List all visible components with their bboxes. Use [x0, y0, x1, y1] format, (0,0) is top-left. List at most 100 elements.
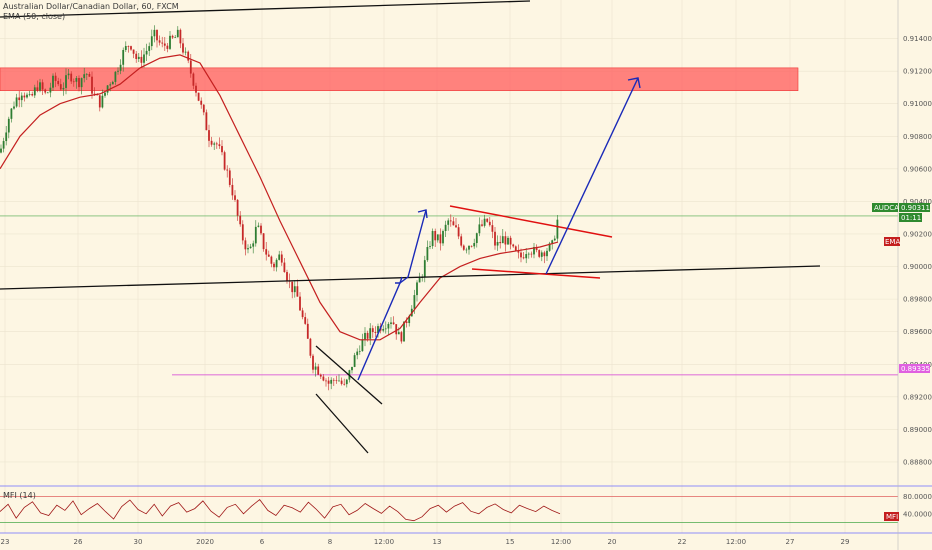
candle-body [535, 246, 538, 251]
candle-body [413, 295, 416, 309]
top-trendline [0, 0, 531, 18]
magenta-level-text: 0.89335 [901, 365, 930, 373]
candle-body [93, 93, 96, 95]
candle-body [392, 322, 395, 325]
candle-body [156, 29, 158, 41]
time-tick-label: 30 [134, 538, 143, 546]
candle-body [221, 146, 223, 153]
candle-body [522, 257, 525, 259]
candle-body [10, 108, 13, 119]
time-tick-label: 12:00 [726, 538, 746, 546]
candle-body [215, 143, 218, 145]
candle-body [330, 379, 333, 384]
last-price-tag: 0.90311 [899, 203, 930, 212]
candle-body [338, 380, 340, 382]
candle-body [283, 262, 286, 273]
candle-body [457, 227, 460, 237]
candle-body [104, 92, 106, 96]
candle-body [325, 380, 327, 382]
candle-body [275, 259, 278, 268]
candle-body [26, 94, 28, 98]
candle-body [59, 84, 62, 90]
candle-body [78, 78, 80, 88]
wedge-lower-line [315, 393, 369, 454]
candle-body [244, 240, 247, 250]
candle-body [483, 218, 486, 226]
candle-body [538, 250, 541, 257]
candle-body [418, 277, 421, 283]
resistance-zone[interactable] [0, 67, 799, 91]
candle-body [0, 148, 2, 153]
candle-body [335, 380, 338, 382]
candle-body [158, 40, 161, 43]
candle-body [345, 379, 348, 385]
candle-body [317, 366, 320, 375]
candle-body [205, 112, 208, 131]
candle-body [262, 233, 265, 250]
candle-body [257, 225, 260, 227]
candle-body [252, 243, 255, 247]
candle-body [15, 97, 18, 107]
projection-arrow-path [545, 77, 639, 275]
candle-body [340, 380, 343, 384]
candle-body [382, 329, 385, 331]
candle-body [429, 246, 431, 247]
price-axis[interactable]: 0.91400 0.91200 0.91000 0.90800 0.90600 0.904… [903, 35, 932, 466]
time-tick-label: 12:00 [374, 538, 394, 546]
candle-body [423, 260, 426, 277]
price-tick-label: 0.89600 [903, 328, 932, 336]
candle-body [478, 224, 481, 234]
candle-body [517, 250, 520, 253]
candle-body [182, 43, 184, 53]
candle-body [447, 220, 450, 225]
mfi-tag-text: MFI [886, 513, 898, 521]
grid-lines [0, 0, 898, 533]
candle-body [416, 282, 418, 296]
impulse-arrow-path [357, 209, 427, 381]
candle-body [509, 237, 512, 245]
candle-body [137, 56, 140, 59]
candle-body [176, 29, 179, 38]
candle-body [332, 379, 335, 381]
candle-body [496, 241, 499, 246]
price-tick-label: 0.89800 [903, 296, 932, 304]
mid-arrow-head [395, 276, 403, 284]
last-price-text: 0.90311 [901, 204, 930, 212]
candle-body [403, 321, 405, 342]
drawings[interactable] [0, 0, 821, 454]
candle-body [556, 219, 559, 239]
candle-body [49, 87, 52, 93]
candle-body [553, 238, 556, 241]
candle-body [195, 85, 197, 93]
candle-body [179, 29, 182, 44]
candle-body [166, 45, 169, 49]
price-tick-label: 0.88800 [903, 458, 932, 466]
candle-body [296, 286, 299, 297]
candle-body [475, 233, 478, 244]
candle-body [286, 272, 288, 281]
candle-body [239, 215, 242, 225]
candle-body [254, 226, 257, 244]
candle-body [353, 355, 356, 367]
candle-body [444, 224, 447, 232]
candle-body [88, 73, 91, 77]
ema-line [0, 54, 559, 341]
candle-body [80, 78, 83, 88]
time-axis[interactable]: 23 26 30 2020 6 8 12:00 13 15 12:00 20 22 12:00 27 29 [1, 538, 850, 546]
candle-body [439, 234, 442, 244]
price-tick-label: 0.90800 [903, 133, 932, 141]
candle-body [72, 81, 75, 83]
candle-body [400, 332, 403, 342]
candle-body [265, 249, 268, 255]
candle-body [210, 140, 213, 145]
time-tick-label: 2020 [196, 538, 214, 546]
candle-body [314, 366, 317, 370]
candle-body [241, 224, 244, 241]
candle-body [468, 245, 470, 250]
candle-body [306, 323, 309, 339]
candle-body [18, 97, 21, 101]
candle-body [312, 355, 314, 370]
candle-body [41, 82, 44, 90]
candle-body [20, 95, 23, 101]
